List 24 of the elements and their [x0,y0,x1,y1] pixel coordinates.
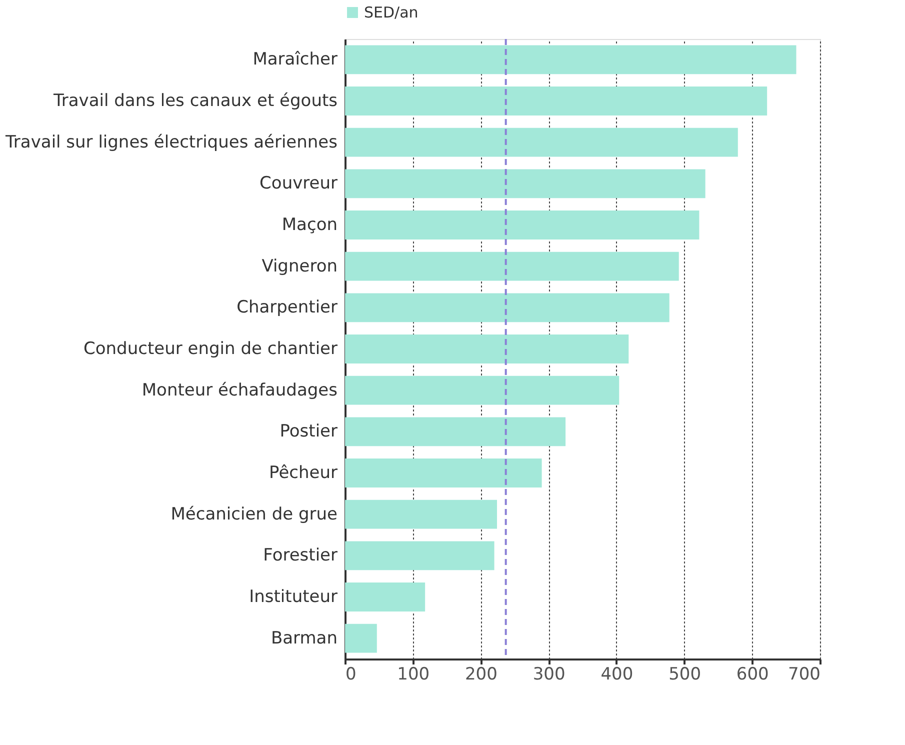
y-tick-label: Travail sur lignes électriques aériennes [4,132,338,152]
x-tick-label: 700 [788,664,820,684]
x-tick-label: 200 [464,664,498,684]
x-tick-label: 100 [397,664,430,684]
y-tick-label: Pêcheur [269,463,338,483]
y-tick-label: Conducteur engin de chantier [84,339,338,359]
x-tick-label: 600 [736,664,769,684]
y-tick-label: Maçon [282,215,338,235]
x-tick-label: 400 [600,664,634,684]
x-tick-label: 500 [668,664,702,684]
y-tick-label: Postier [280,422,338,442]
x-tick-label: 300 [532,664,566,684]
y-tick-label: Forestier [263,546,338,566]
y-tick-label: Instituteur [249,587,338,607]
y-tick-label: Barman [270,628,338,648]
x-tick-label: 0 [346,664,356,684]
y-tick-label: Monteur échafaudages [142,380,338,400]
legend-label: SED/an [364,4,418,22]
y-tick-label: Vigneron [262,256,338,276]
y-tick-label: Couvreur [260,174,338,194]
y-tick-label: Travail dans les canaux et égouts [52,91,338,111]
y-tick-label: Maraîcher [252,50,338,70]
y-tick-label: Charpentier [236,298,338,318]
y-tick-label: Mécanicien de grue [170,504,338,524]
